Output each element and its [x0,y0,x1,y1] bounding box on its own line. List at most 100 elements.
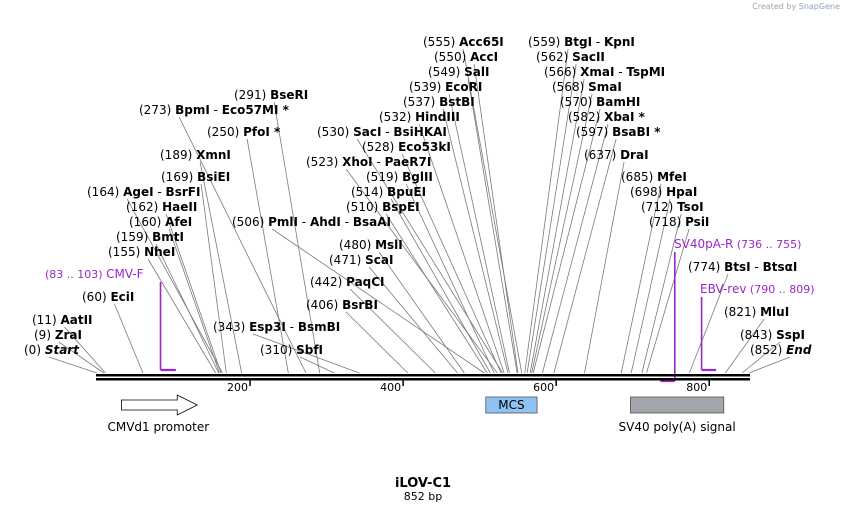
enzyme-name: PfoI * [243,125,281,139]
site-leader-line [273,101,321,374]
site-label: (568) SmaI [552,80,622,94]
site-leader-line [165,213,222,374]
site-label: (189) XmnI [160,148,231,162]
site-position: (510) [346,200,382,214]
site-label: (164) AgeI - BsrFI [87,185,200,199]
site-leader-line [356,138,503,374]
site-position: (406) [306,298,342,312]
site-position: (514) [351,185,387,199]
site-label: (562) SacII [536,50,605,64]
axis-ticks: 200 400 600 800 [227,380,710,394]
primer-name: EBV-rev [700,282,746,296]
site-separator: - [298,215,310,229]
site-label: (582) XbaI * [568,110,646,124]
site-position: (852) [750,343,786,357]
site-leader-line [448,93,510,374]
enzyme-name: PaqCI [346,275,384,289]
enzyme-name: SacII [572,50,605,64]
site-separator: - [373,155,385,169]
site-leader-line [58,341,105,374]
site-position: (774) [688,260,724,274]
site-position: (250) [207,125,243,139]
enzyme-name: Acc65I [459,35,504,49]
site-label: (510) BspEI [346,200,420,214]
enzyme-name: BmtI [152,230,184,244]
enzyme-name: TsoI [677,200,703,214]
site-leader-line [532,108,601,374]
enzyme-name: BsaAI [353,215,391,229]
site-position: (0) [24,343,45,357]
site-leader-line [199,161,243,374]
site-position: (539) [409,80,445,94]
site-label: (9) ZraI [34,328,82,342]
snapgene-logo: SnapGene [798,2,840,11]
site-label: (852) End [750,343,812,357]
enzyme-name: BsaBI * [612,125,661,139]
site-position: (343) [213,320,249,334]
site-label: (0) Start [24,343,80,357]
site-leader-line [271,228,485,374]
map-title: iLOV-C1 [395,476,451,491]
site-label: (539) EcoRI [409,80,482,94]
site-label: (519) BglII [366,170,433,184]
tick-label: 800 [686,381,707,394]
site-label: (159) BmtI [116,230,184,244]
site-leader-line [178,116,307,374]
feature-layer: CMVd1 promoter MCS SV40 poly(A) signal [107,394,736,434]
enzyme-name: Start [45,343,80,357]
tick-label: 200 [227,381,248,394]
site-label: (60) EciI [82,290,134,304]
primer-layer: (83 .. 103) CMV-F SV40pA-R (736 .. 755) EB… [45,237,815,383]
enzyme-name: PmlI [268,215,298,229]
feature-box [485,396,538,414]
site-label: (506) PmlI - AhdI - BsaAI [232,215,391,229]
primer-name: CMV-F [106,267,144,281]
site-label: (718) PsiI [649,215,709,229]
site-leader-line [345,168,498,374]
site-leader-line [405,183,495,374]
site-position: (712) [641,200,677,214]
site-position: (528) [362,140,398,154]
site-leader-line [349,288,436,374]
site-position: (155) [108,245,144,259]
site-position: (555) [423,35,459,49]
feature-label: SV40 poly(A) signal [619,420,736,434]
site-position: (698) [630,185,666,199]
enzyme-name: BglII [402,170,433,184]
site-label: (637) DraI [584,148,649,162]
site-label: (685) MfeI [621,170,687,184]
site-label: (162) HaeII [126,200,197,214]
site-position: (843) [740,328,776,342]
snapgene-credit: Created by SnapGene [752,2,840,11]
site-leader-line [168,228,220,374]
site-position: (159) [116,230,152,244]
site-label: (532) HindIII [379,110,460,124]
enzyme-name: AfeI [165,215,192,229]
enzyme-name: BsmBI [298,320,340,334]
site-label: (570) BamHI [560,95,640,109]
primer-range: (790 .. 809) [746,283,814,296]
primer-label: SV40pA-R (736 .. 755) [674,237,801,251]
site-label: (530) SacI - BsiHKAI [317,125,447,139]
site-leader-line [378,251,465,374]
site-label: (555) Acc65I [423,35,504,49]
site-position: (637) [584,148,620,162]
site-leader-line [418,123,505,374]
enzyme-name: End [786,343,812,357]
enzyme-name: MfeI [657,170,687,184]
enzyme-name: BsrBI [342,298,378,312]
tick-label: 600 [533,381,554,394]
site-position: (718) [649,215,685,229]
site-position: (566) [544,65,580,79]
primer-range: (736 .. 755) [733,238,801,251]
site-position: (562) [536,50,572,64]
site-leader-line [64,326,106,374]
site-leader-line [462,48,523,374]
site-position: (310) [260,343,296,357]
enzyme-name: AatII [60,313,92,327]
site-label: (523) XhoI - PaeR7I [306,155,431,169]
enzyme-name: BseRI [270,88,308,102]
site-leaders [48,48,791,374]
site-label: (549) SalI [428,65,489,79]
site-leader-line [390,198,491,374]
